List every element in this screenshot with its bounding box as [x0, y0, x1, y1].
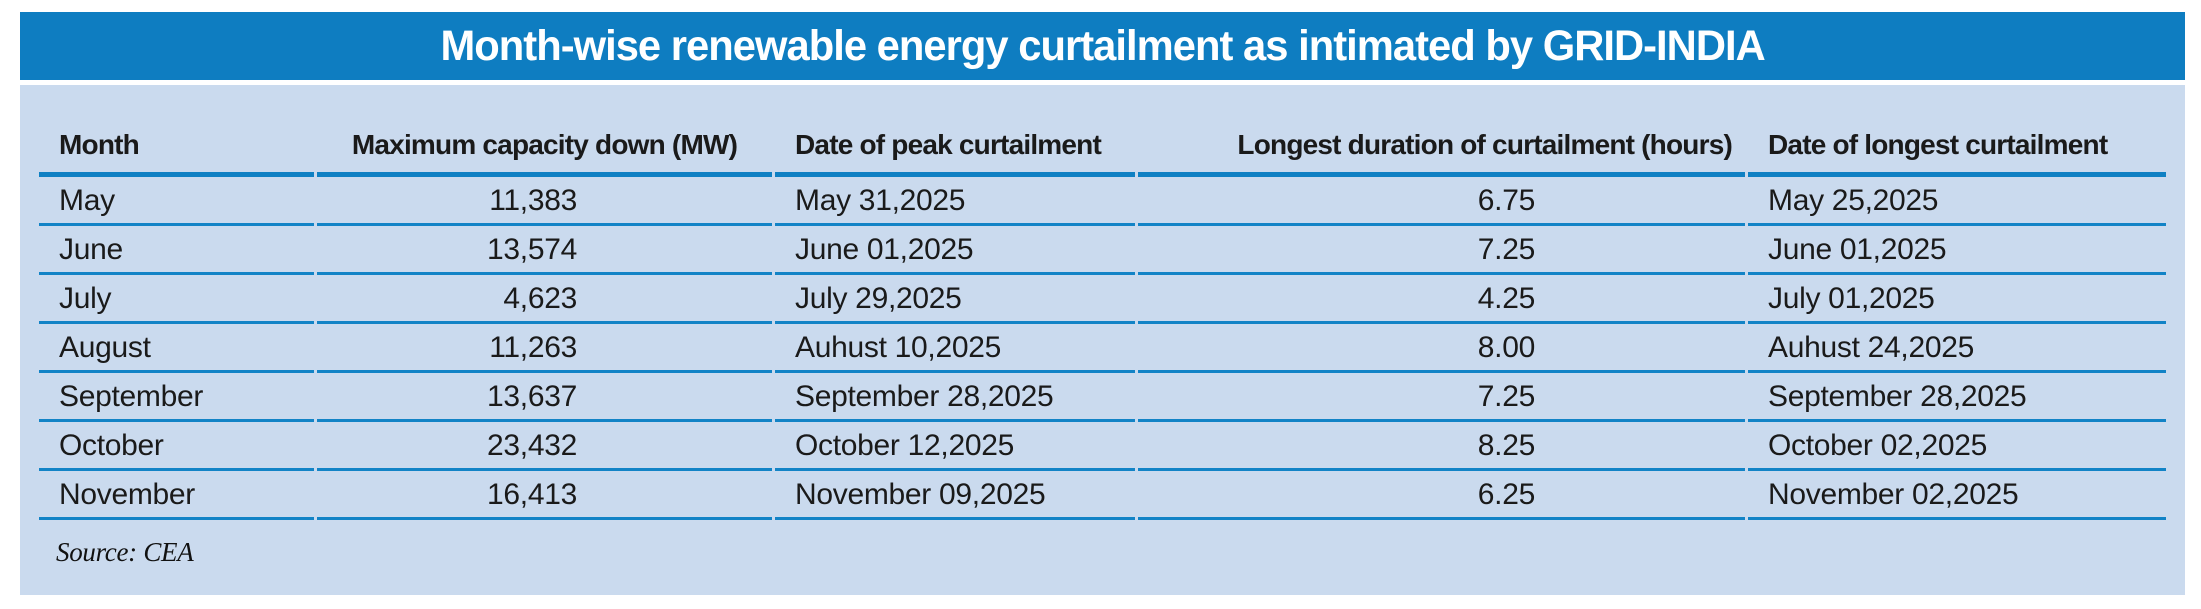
- cell-duration: 6.25: [1138, 471, 1745, 520]
- cell-peak-date: Auhust 10,2025: [775, 324, 1135, 373]
- cell-duration: 8.00: [1138, 324, 1745, 373]
- source-note: Source: CEA: [56, 537, 194, 567]
- cell-max-capacity: 13,637: [317, 373, 772, 422]
- cell-peak-date: June 01,2025: [775, 226, 1135, 275]
- cell-month: September: [39, 373, 314, 422]
- cell-longest-date: July 01,2025: [1748, 275, 2166, 324]
- table-panel: Month Maximum capacity down (MW) Date of…: [20, 85, 2185, 595]
- cell-longest-date: May 25,2025: [1748, 177, 2166, 226]
- cell-duration: 7.25: [1138, 373, 1745, 422]
- cell-max-capacity: 4,623: [317, 275, 772, 324]
- cell-longest-date: Auhust 24,2025: [1748, 324, 2166, 373]
- figure-title: Month-wise renewable energy curtailment …: [440, 21, 1765, 70]
- cell-duration: 6.75: [1138, 177, 1745, 226]
- cell-month: July: [39, 275, 314, 324]
- cell-month: November: [39, 471, 314, 520]
- table-row: June 13,574 June 01,2025 7.25 June 01,2025: [39, 226, 2166, 275]
- cell-peak-date: September 28,2025: [775, 373, 1135, 422]
- cell-max-capacity: 11,263: [317, 324, 772, 373]
- header-row: Month Maximum capacity down (MW) Date of…: [39, 85, 2166, 177]
- cell-duration: 7.25: [1138, 226, 1745, 275]
- cell-peak-date: November 09,2025: [775, 471, 1135, 520]
- cell-longest-date: November 02,2025: [1748, 471, 2166, 520]
- table-body: May 11,383 May 31,2025 6.75 May 25,2025 June 1…: [39, 177, 2166, 520]
- cell-longest-date: October 02,2025: [1748, 422, 2166, 471]
- cell-month: May: [39, 177, 314, 226]
- cell-max-capacity: 11,383: [317, 177, 772, 226]
- table-row: July 4,623 July 29,2025 4.25 July 01,2025: [39, 275, 2166, 324]
- cell-month: August: [39, 324, 314, 373]
- cell-peak-date: July 29,2025: [775, 275, 1135, 324]
- cell-duration: 4.25: [1138, 275, 1745, 324]
- table-row: September 13,637 September 28,2025 7.25 Sept…: [39, 373, 2166, 422]
- cell-max-capacity: 13,574: [317, 226, 772, 275]
- col-header-month: Month: [39, 85, 314, 177]
- cell-max-capacity: 23,432: [317, 422, 772, 471]
- table-row: August 11,263 Auhust 10,2025 8.00 Auhust 24,…: [39, 324, 2166, 373]
- col-header-longest-date: Date of longest curtailment: [1748, 85, 2166, 177]
- cell-peak-date: May 31,2025: [775, 177, 1135, 226]
- cell-month: October: [39, 422, 314, 471]
- table-row: November 16,413 November 09,2025 6.25 Novemb…: [39, 471, 2166, 520]
- cell-month: June: [39, 226, 314, 275]
- table-row: October 23,432 October 12,2025 8.25 October …: [39, 422, 2166, 471]
- cell-longest-date: September 28,2025: [1748, 373, 2166, 422]
- col-header-peak-date: Date of peak curtailment: [775, 85, 1135, 177]
- col-header-max-capacity: Maximum capacity down (MW): [317, 85, 772, 177]
- title-bar: Month-wise renewable energy curtailment …: [20, 12, 2185, 80]
- table-row: May 11,383 May 31,2025 6.75 May 25,2025: [39, 177, 2166, 226]
- col-header-duration: Longest duration of curtailment (hours): [1138, 85, 1745, 177]
- cell-duration: 8.25: [1138, 422, 1745, 471]
- curtailment-table: Month Maximum capacity down (MW) Date of…: [36, 85, 2169, 520]
- cell-longest-date: June 01,2025: [1748, 226, 2166, 275]
- table-header: Month Maximum capacity down (MW) Date of…: [39, 85, 2166, 177]
- cell-peak-date: October 12,2025: [775, 422, 1135, 471]
- cell-max-capacity: 16,413: [317, 471, 772, 520]
